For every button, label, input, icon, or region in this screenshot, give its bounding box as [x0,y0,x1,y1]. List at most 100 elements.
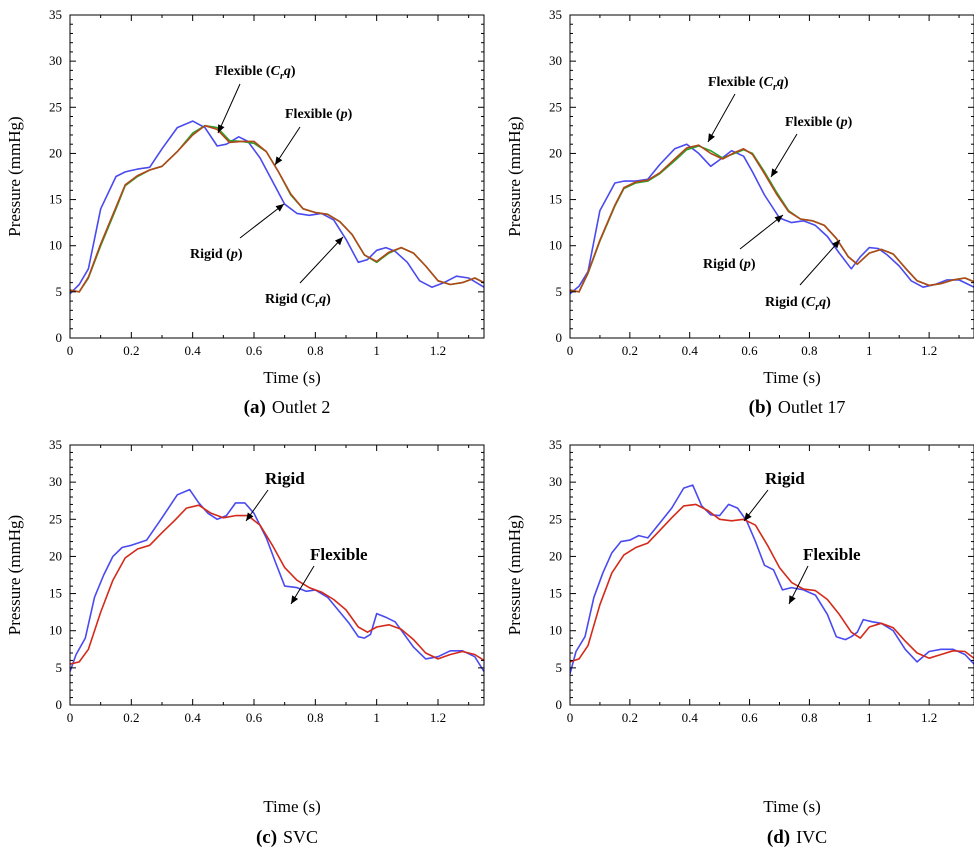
series-line-flexible [70,504,484,665]
panel-b: 0 0.2 0.4 0.6 0.8 1 1.2 0 5 10 15 20 25 30 35 Time (s) P… [505,7,974,418]
annotation-arrow [217,83,241,134]
y-axis-title: Pressure (mmHg) [5,515,24,635]
y-tick-label: 35 [549,437,562,452]
arrowhead-icon [246,512,254,521]
caption-letter: (a) [244,397,266,418]
x-tick-label: 0 [567,710,574,725]
y-tick-label: 20 [49,145,62,160]
series-line-rigid [570,484,974,675]
annotation-arrow [799,239,841,286]
arrowhead-icon [832,240,840,249]
x-tick-label: 1.2 [430,710,446,725]
x-tick-label: 1 [866,710,873,725]
x-tick-label: 0 [567,343,574,358]
x-tick-label: 0.8 [307,710,323,725]
annotation-label: Rigid (p) [190,247,243,262]
y-tick-label: 10 [549,238,562,253]
x-tick-label: 0 [67,710,74,725]
series-line-1 [570,145,974,293]
series-line-2 [570,144,974,293]
x-tick-label: 0.2 [622,710,638,725]
caption-label: Outlet 2 [272,397,331,417]
series-group [570,143,974,295]
x-axis-title: Time (s) [263,797,320,816]
x-tick-label: 1.2 [921,710,937,725]
x-tick-label: 0.2 [622,343,638,358]
panel-caption: (a) Outlet 2 [244,397,331,418]
y-tick-label: 10 [49,623,62,638]
x-tick-label: 1 [373,710,380,725]
series-line-2 [70,124,484,293]
panel-a: 0 0.2 0.4 0.6 0.8 1 1.2 0 5 10 15 20 25 30 35 Time (s) P… [5,7,485,418]
y-tick-label: 5 [56,660,63,675]
x-tick-label: 0.8 [801,710,817,725]
series-line-0 [570,143,974,295]
series-group [70,488,484,673]
plot-frame [69,14,485,339]
y-axis-title: Pressure (mmHg) [5,116,24,236]
caption-letter: (c) [256,827,277,848]
x-tick-label: 1 [373,343,380,358]
series-group [570,484,974,675]
y-tick-label: 35 [49,7,62,22]
annotation-label: Flexible (Crq) [215,64,296,82]
x-axis-title: Time (s) [763,797,820,816]
annotation-arrow [770,133,798,178]
panel-caption: (b) Outlet 17 [749,397,846,418]
y-tick-label: 15 [549,192,562,207]
series-line-flexible [570,503,974,663]
y-tick-label: 25 [49,99,62,114]
caption-label: IVC [796,827,827,847]
y-tick-label: 20 [49,548,62,563]
arrowhead-icon [291,595,299,604]
arrowhead-icon [789,595,796,604]
y-tick-label: 0 [556,330,563,345]
annotation-label: Rigid (p) [703,257,756,272]
annotation-label: Rigid (Crq) [265,292,331,310]
x-tick-label: 0.2 [123,343,139,358]
annotation-label: Flexible (Crq) [708,75,789,93]
y-tick-label: 30 [49,474,62,489]
arrowhead-icon [771,168,779,177]
annotation-label: Rigid [765,469,805,488]
caption-label: Outlet 17 [778,397,846,417]
arrowhead-icon [218,124,225,133]
panel-caption: (d) IVC [767,827,827,848]
y-tick-label: 30 [549,53,562,68]
x-tick-label: 0.6 [741,710,758,725]
y-tick-label: 30 [549,474,562,489]
annotation-label: Rigid (Crq) [765,295,831,313]
plot-frame [569,444,974,706]
caption-letter: (d) [767,827,790,848]
y-tick-label: 5 [556,284,563,299]
panel-c: 0 0.2 0.4 0.6 0.8 1 1.2 0 5 10 15 20 25 30 35 Time (s) P… [5,437,485,848]
arrowhead-icon [275,156,283,165]
x-tick-label: 0.4 [682,343,699,358]
y-tick-label: 30 [49,53,62,68]
annotation-label: Flexible [310,545,368,564]
x-tick-label: 0.8 [801,343,817,358]
y-tick-label: 10 [49,238,62,253]
x-tick-label: 0.6 [741,343,758,358]
x-tick-label: 0.8 [307,343,323,358]
x-tick-label: 0.2 [123,710,139,725]
arrowhead-icon [774,215,783,223]
y-tick-label: 0 [56,697,63,712]
x-axis-title: Time (s) [763,368,820,387]
y-tick-label: 15 [49,192,62,207]
y-tick-label: 35 [49,437,62,452]
arrowhead-icon [334,237,343,246]
y-tick-label: 0 [56,330,63,345]
x-tick-label: 0 [67,343,74,358]
y-tick-label: 0 [556,697,563,712]
x-tick-label: 0.4 [682,710,699,725]
x-tick-label: 1.2 [921,343,937,358]
y-axis-title: Pressure (mmHg) [505,116,524,236]
plot-frame [569,14,974,339]
y-axis-title: Pressure (mmHg) [505,515,524,635]
y-tick-label: 25 [549,99,562,114]
annotation-label: Flexible (p) [785,115,853,130]
arrowhead-icon [275,204,284,212]
x-tick-label: 1 [866,343,873,358]
